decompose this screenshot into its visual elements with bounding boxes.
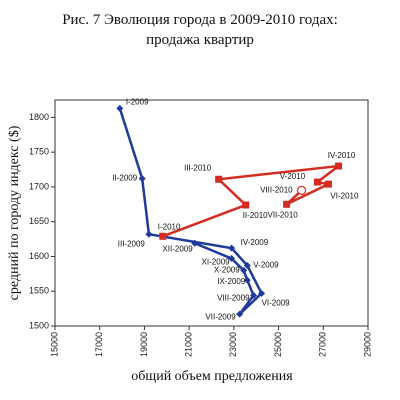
point-label: III-2010 [184,163,212,172]
point [236,310,244,318]
point-label: VI-2009 [262,298,291,307]
series-line [162,164,343,238]
point [191,239,199,247]
point [250,291,258,299]
point [145,230,153,238]
x-tick-label: 17000 [94,332,104,357]
point-label: I-2009 [126,97,149,106]
point-label: VIII-2009 [217,294,250,303]
x-tick-label: 21000 [184,332,194,357]
point-label: XII-2009 [162,244,193,253]
y-tick-label: 1550 [29,286,49,296]
y-tick-label: 1600 [29,251,49,261]
x-tick-label: 19000 [139,332,149,357]
x-axis-label: общий объем предложения [131,369,293,384]
point [116,104,124,112]
point [215,175,223,183]
point-label: I-2010 [158,222,181,231]
point-label: II-2009 [112,174,137,183]
point [228,244,236,252]
point [228,255,236,263]
chart-title: продажа квартир [146,32,254,48]
point-label: V-2009 [253,261,279,270]
point [283,200,291,208]
point [242,201,250,209]
point [243,262,251,270]
point [159,232,167,240]
x-tick-label: 15000 [49,332,59,357]
point-label: VIII-2010 [260,186,293,195]
point [313,178,321,186]
x-tick-label: 23000 [228,332,238,357]
point [138,175,146,183]
y-tick-label: 1650 [29,216,49,226]
point-label: VII-2009 [205,312,236,321]
point [240,266,248,274]
point [296,185,307,195]
point-label: V-2010 [280,172,306,181]
y-tick-label: 1500 [29,320,49,330]
plot-frame [54,99,369,327]
x-tick-label: 27000 [318,332,328,357]
point-label: IX-2009 [217,277,246,286]
point-label: VI-2010 [330,191,359,200]
x-tick-label: 25000 [273,332,283,357]
point [324,180,332,188]
chart-title: Рис. 7 Эволюция города в 2009-2010 годах… [62,12,338,28]
point-label: II-2010 [243,211,268,220]
y-tick-label: 1800 [29,112,49,122]
series-line [118,107,264,316]
y-tick-label: 1700 [29,181,49,191]
point [258,289,266,297]
point-label: IV-2009 [241,238,269,247]
point-label: III-2009 [118,239,146,248]
y-tick-label: 1750 [29,147,49,157]
point [243,276,251,284]
x-tick-label: 29000 [362,332,372,357]
y-axis-label: средний по городу индекс ($) [7,125,22,300]
point-label: X-2009 [214,265,240,274]
point-label: XI-2009 [202,258,231,267]
point-label: IV-2010 [328,151,356,160]
point [334,162,342,170]
point-label: VII-2010 [267,210,298,219]
